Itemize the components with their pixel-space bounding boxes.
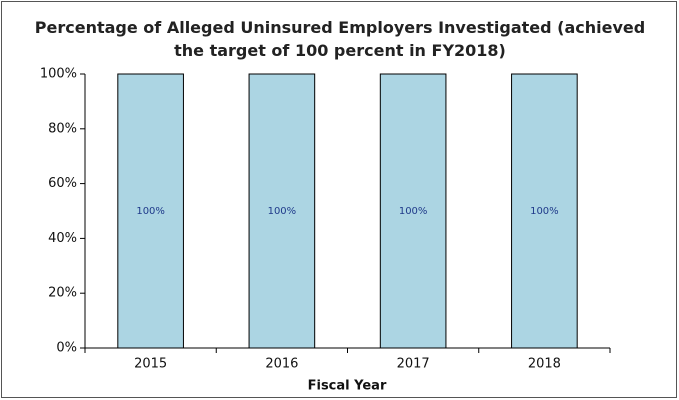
data-label: 100% — [530, 206, 559, 217]
chart-title: Percentage of Alleged Uninsured Employer… — [34, 18, 646, 60]
y-tick-label: 80% — [48, 121, 77, 136]
bar — [248, 73, 316, 349]
y-tick-label: 0% — [56, 341, 77, 356]
x-axis-label: Fiscal Year — [308, 379, 387, 394]
bar — [117, 73, 184, 349]
y-tick-label: 40% — [48, 231, 77, 246]
data-label: 100% — [136, 206, 165, 217]
y-tick-label: 100% — [40, 67, 77, 82]
y-tick-label: 20% — [48, 286, 77, 301]
data-label: 100% — [268, 206, 297, 217]
x-tick-label: 2018 — [528, 357, 561, 372]
x-tick-label: 2016 — [265, 357, 298, 372]
bar — [379, 73, 447, 349]
data-label: 100% — [399, 206, 428, 217]
bar — [511, 73, 578, 349]
y-tick-label: 60% — [48, 176, 77, 191]
x-tick-label: 2015 — [134, 357, 167, 372]
x-tick-label: 2017 — [397, 357, 430, 372]
